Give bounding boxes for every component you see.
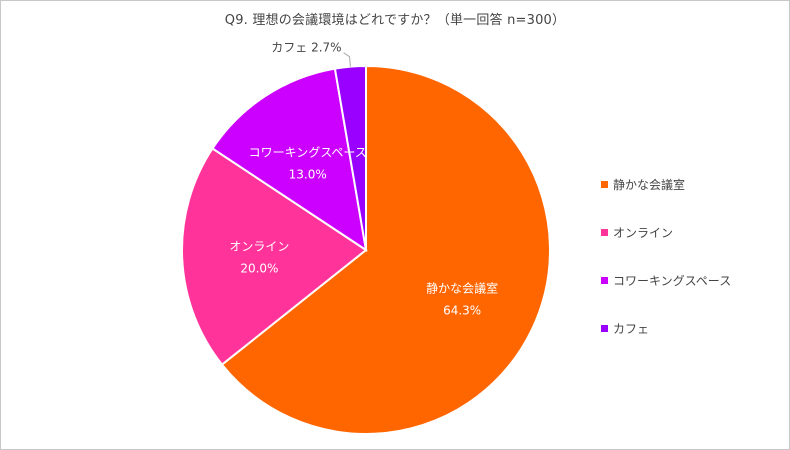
legend-item: コワーキングスペース — [601, 256, 781, 304]
legend-swatch — [601, 276, 608, 284]
legend-swatch — [601, 324, 608, 332]
legend-item: オンライン — [601, 208, 781, 256]
legend-label: オンライン — [613, 225, 674, 240]
pie-slices — [181, 64, 551, 435]
legend-item: 静かな会議室 — [601, 160, 781, 208]
pie-slice-2 — [181, 147, 368, 366]
slice-label-name: オンライン — [229, 240, 289, 254]
legend-label: 静かな会議室 — [613, 177, 686, 192]
legend-swatch — [601, 228, 608, 236]
slice-label-value: 20.0% — [240, 262, 278, 276]
slice-label-outside: カフェ 2.7% — [271, 41, 341, 55]
legend-label: コワーキングスペース — [613, 273, 732, 288]
slice-label-value: 13.0% — [289, 168, 327, 182]
slice-label-name: コワーキングスペース — [249, 146, 367, 160]
leader-line — [343, 52, 351, 67]
pie-labels: 静かな会議室 64.3% オンライン 20.0% コワーキングスペース 13.0% カフェ … — [229, 41, 498, 318]
slice-label-name: 静かな会議室 — [426, 280, 498, 295]
legend-label: カフェ — [613, 321, 650, 336]
chart-title: Q9. 理想の会議環境はどれですか？（単一回答 n=300） — [224, 13, 566, 28]
legend-item: カフェ — [601, 304, 781, 352]
pie-slice-4 — [333, 64, 367, 251]
slice-label-value: 64.3% — [443, 303, 481, 317]
legend: 静かな会議室 オンラインコワーキングスペース カフェ — [601, 160, 781, 352]
legend-swatch — [601, 180, 608, 188]
pie-slice-3 — [211, 67, 368, 253]
pie-slice-1 — [220, 64, 551, 435]
